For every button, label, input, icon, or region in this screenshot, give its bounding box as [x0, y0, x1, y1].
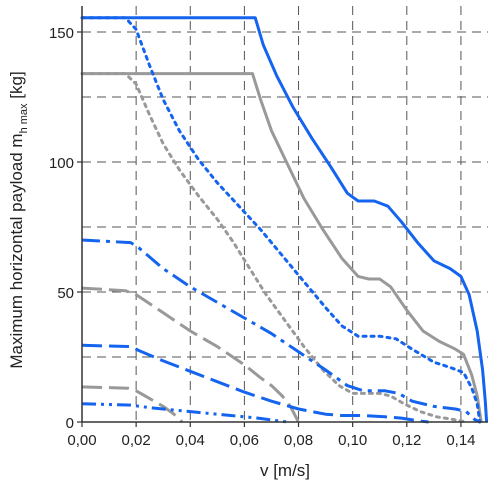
series-line-2 — [82, 72, 483, 423]
y-tick-label: 100 — [49, 155, 74, 172]
y-axis-label-unit: [kg] — [7, 71, 26, 103]
y-tick-label: 50 — [57, 285, 74, 302]
x-tick-label: 0,12 — [392, 432, 421, 449]
tick-labels: 0,00 0,02 0,04 0,06 0,08 0,10 0,12 0,14 0 50 100 15… — [49, 25, 476, 449]
grid-lines — [82, 6, 488, 422]
series-lines — [80, 16, 489, 424]
y-tick-label: 0 — [66, 415, 74, 432]
y-axis-label-main: Maximum horizontal payload m — [7, 133, 26, 368]
x-tick-label: 0,00 — [67, 432, 96, 449]
y-axis-label: Maximum horizontal payload mh max [kg] — [7, 71, 30, 368]
x-tick-label: 0,02 — [122, 432, 151, 449]
x-tick-label: 0,06 — [230, 432, 259, 449]
series-line-8 — [81, 385, 184, 424]
x-tick-label: 0,14 — [446, 432, 475, 449]
series-line-4 — [80, 72, 468, 424]
x-tick-label: 0,10 — [338, 432, 367, 449]
y-axis-label-subscript: h max — [18, 103, 30, 133]
series-line-7 — [81, 343, 429, 424]
series-line-1 — [82, 16, 489, 423]
x-tick-label: 0,04 — [176, 432, 205, 449]
series-line-9 — [81, 402, 288, 424]
axes — [77, 6, 488, 427]
y-tick-label: 150 — [49, 25, 74, 42]
x-axis-label: v [m/s] — [260, 461, 310, 480]
series-line-5 — [81, 238, 481, 424]
series-line-3 — [80, 16, 482, 424]
x-tick-label: 0,08 — [284, 432, 313, 449]
